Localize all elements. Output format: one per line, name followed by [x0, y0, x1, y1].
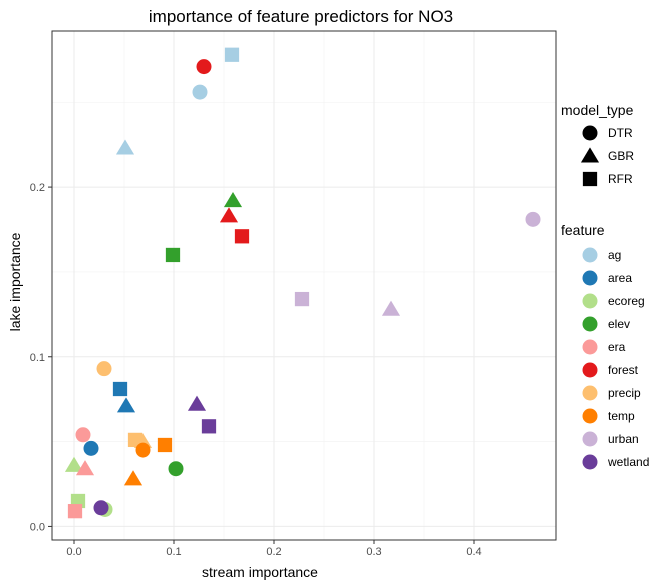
point-era-rfr [67, 504, 83, 519]
grid-lines [52, 31, 556, 540]
legend-swatch-forest [582, 362, 598, 378]
y-tick-label: 0.2 [30, 182, 45, 194]
legend-shape-gbr [580, 147, 600, 163]
x-tick-label: 0.4 [466, 546, 481, 558]
point-temp-dtr [135, 442, 151, 458]
legend-label-ag: ag [608, 248, 621, 262]
point-wetland-dtr [93, 500, 109, 516]
point-era-dtr [75, 427, 91, 443]
point-elev-dtr [168, 461, 184, 477]
feature-legend: feature ag area ecoreg elev era forest precip t… [561, 222, 649, 470]
y-axis-ticks: 0.0 0.1 0.2 [30, 182, 52, 533]
legend-label-dtr: DTR [608, 126, 633, 140]
legend-label-ecoreg: ecoreg [608, 294, 645, 308]
point-wetland-gbr [187, 395, 207, 411]
point-ag-gbr [115, 139, 135, 155]
legend-shape-dtr [582, 125, 598, 141]
point-area-dtr [83, 440, 99, 456]
legend-swatch-precip [582, 385, 598, 401]
model-type-legend: model_type DTR GBR RFR [561, 102, 634, 187]
point-urban-gbr [381, 300, 401, 316]
legend-label-precip: precip [608, 386, 641, 400]
legend-swatch-elev [582, 316, 598, 332]
x-tick-label: 0.2 [266, 546, 281, 558]
legend-label-forest: forest [608, 363, 639, 377]
legend-label-gbr: GBR [608, 149, 634, 163]
legend-swatch-temp [582, 408, 598, 424]
point-precip-rfr [127, 432, 143, 448]
point-forest-rfr [234, 229, 250, 244]
point-precip-dtr [96, 361, 112, 377]
point-urban-rfr [294, 291, 310, 307]
point-ag-rfr [224, 47, 240, 62]
legend-swatch-area [582, 270, 598, 286]
point-forest-dtr [196, 59, 212, 75]
point-area-rfr [112, 381, 128, 397]
feature-legend-title: feature [561, 222, 605, 238]
point-area-gbr [116, 397, 136, 413]
y-tick-label: 0.1 [30, 352, 45, 364]
point-elev-gbr [223, 192, 243, 208]
point-forest-gbr [219, 207, 239, 223]
legend-label-wetland: wetland [607, 455, 649, 469]
legend-label-area: area [608, 271, 632, 285]
point-ag-dtr [192, 84, 208, 100]
data-points [64, 47, 541, 519]
x-axis-title: stream importance [202, 564, 318, 580]
legend-swatch-era [582, 339, 598, 355]
y-tick-label: 0.0 [30, 521, 45, 533]
point-temp-rfr [157, 437, 173, 453]
legend-swatch-wetland [582, 454, 598, 470]
model-type-legend-title: model_type [561, 102, 634, 118]
legend-shape-rfr [582, 171, 598, 187]
point-urban-dtr [525, 211, 541, 227]
x-axis-ticks: 0.0 0.1 0.2 0.3 0.4 [66, 540, 482, 558]
legend-label-temp: temp [608, 409, 635, 423]
legend-label-era: era [608, 340, 626, 354]
point-elev-rfr [165, 247, 181, 263]
y-axis-title: lake importance [7, 232, 23, 331]
x-tick-label: 0.0 [66, 546, 81, 558]
point-ecoreg-gbr [64, 456, 84, 472]
legend-label-elev: elev [608, 317, 630, 331]
legend-swatch-ecoreg [582, 293, 598, 309]
x-tick-label: 0.3 [366, 546, 381, 558]
legend-label-urban: urban [608, 432, 639, 446]
chart-title: importance of feature predictors for NO3 [149, 7, 453, 26]
point-temp-gbr [123, 470, 143, 486]
point-wetland-rfr [201, 419, 217, 434]
plot-panel-border [51, 30, 557, 541]
legend-label-rfr: RFR [608, 172, 633, 186]
x-tick-label: 0.1 [166, 546, 181, 558]
point-era-gbr [75, 460, 95, 476]
legend-swatch-urban [582, 431, 598, 447]
legend-swatch-ag [582, 247, 598, 263]
